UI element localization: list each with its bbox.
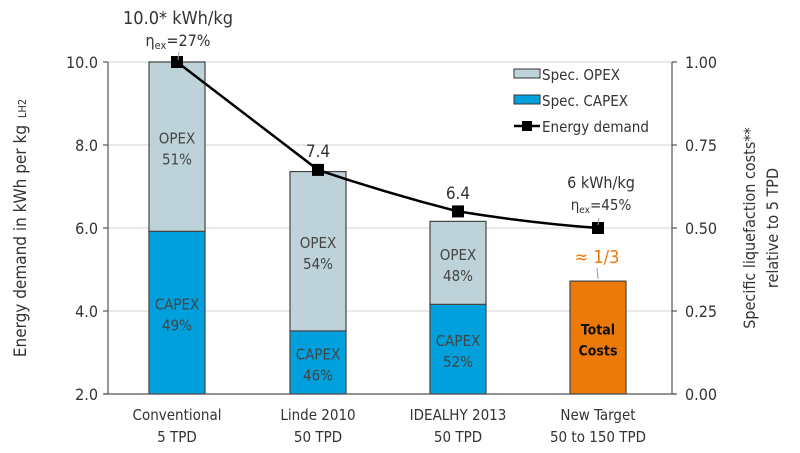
bar-segment-label: Costs (579, 344, 618, 360)
left-tick-label: 4.0 (75, 302, 98, 321)
x-tick-label: New Target (560, 406, 635, 424)
x-tick-label: Linde 2010 (280, 406, 355, 424)
right-axis-label-line2: relative to 5 TPD (763, 168, 782, 288)
bar-segment-label: OPEX (300, 234, 337, 252)
legend-marker-energy (522, 121, 532, 131)
annotation-target-efficiency: ηex=45% (571, 196, 632, 216)
annotation-linde-value: 7.4 (306, 142, 330, 162)
bar-segment-label: 52% (443, 353, 473, 371)
bars: CAPEX 49% OPEX 51% CAPEX 46% OPEX 54% CAPEX 52% OP… (148, 61, 627, 395)
bar-segment-label: OPEX (159, 130, 196, 148)
eta-symbol: η (571, 196, 580, 214)
left-tick-label: 8.0 (75, 136, 98, 155)
bar-segment-label: 46% (303, 366, 333, 384)
annotation-conventional-energy: 10.0* kWh/kg (123, 8, 233, 29)
eta-subscript: ex (579, 205, 590, 216)
eta-value: =45% (590, 196, 631, 214)
bar-segment-label: CAPEX (436, 332, 481, 350)
left-axis-label: Energy demand in kWh per kg LH2 (11, 99, 31, 357)
left-tick-label: 6.0 (75, 219, 98, 238)
annotation-leader-target-cost (596, 267, 599, 280)
x-tick-label: 50 TPD (434, 428, 482, 446)
right-tick-label: 0.25 (685, 302, 717, 321)
bar-spec-opex (148, 61, 206, 232)
annotation-idealhy-value: 6.4 (446, 184, 470, 204)
left-tick-label: 10.0 (66, 53, 98, 72)
x-tick-label: IDEALHY 2013 (410, 406, 507, 424)
bar-segment-label: 49% (162, 317, 192, 335)
energy-demand-marker (452, 205, 464, 218)
bar-spec-opex (429, 220, 487, 305)
left-tick-label: 2.0 (75, 385, 98, 404)
annotation-leader-conventional (177, 51, 180, 61)
legend-label-energy: Energy demand (542, 118, 649, 136)
legend-label-capex: Spec. CAPEX (542, 92, 628, 110)
right-axis-label-line1: Specific liquefaction costs** (740, 127, 759, 328)
bar-segment-label: OPEX (440, 246, 477, 264)
annotation-leader-target (597, 217, 600, 226)
bar-segment-label: CAPEX (155, 296, 200, 314)
bar-total-costs (569, 280, 627, 395)
right-tick-label: 1.00 (685, 53, 717, 72)
right-tick-label: 0.75 (685, 136, 717, 155)
bar-segment-label: CAPEX (296, 345, 341, 363)
bar-spec-capex (289, 330, 347, 395)
left-axis-ticks: 2.0 4.0 6.0 8.0 10.0 (66, 53, 108, 404)
bar-segment-label: 48% (443, 267, 473, 285)
bar-spec-opex (289, 170, 347, 332)
legend-swatch-opex (513, 68, 541, 79)
bar-segment-label: Total (581, 323, 615, 339)
energy-demand-path (176, 61, 599, 230)
x-tick-label: 50 to 150 TPD (550, 428, 646, 446)
eta-value: =27% (166, 31, 210, 50)
x-tick-label: 5 TPD (157, 428, 197, 446)
annotation-target-energy: 6 kWh/kg (567, 173, 635, 192)
right-tick-label: 0.00 (685, 385, 717, 404)
bar-segment-label: 54% (303, 255, 333, 273)
bar-spec-capex (148, 230, 206, 395)
legend: Spec. OPEX Spec. CAPEX Energy demand (513, 66, 649, 136)
left-axis-label-subscript: LH2 (16, 99, 29, 118)
energy-demand-marker (592, 222, 604, 234)
x-tick-label: Conventional (133, 406, 222, 424)
right-axis-ticks: 0.00 0.25 0.50 0.75 1.00 (672, 53, 717, 404)
bar-segment-label: 51% (162, 151, 192, 169)
annotation-target-cost: ≈ 1/3 (575, 247, 620, 268)
legend-label-opex: Spec. OPEX (542, 66, 620, 84)
right-tick-label: 0.50 (685, 219, 717, 238)
x-tick-label: 50 TPD (294, 428, 342, 446)
eta-subscript: ex (155, 39, 167, 52)
energy-demand-marker (171, 56, 183, 68)
legend-swatch-capex (513, 94, 541, 105)
energy-demand-line (171, 56, 604, 234)
left-axis-label-text: Energy demand in kWh per kg (11, 125, 31, 357)
annotation-conventional-efficiency: ηex=27% (146, 31, 211, 52)
x-tick-labels: Conventional 5 TPD Linde 2010 50 TPD IDEALHY… (133, 406, 647, 446)
eta-symbol: η (146, 31, 155, 50)
energy-demand-marker (312, 163, 324, 176)
